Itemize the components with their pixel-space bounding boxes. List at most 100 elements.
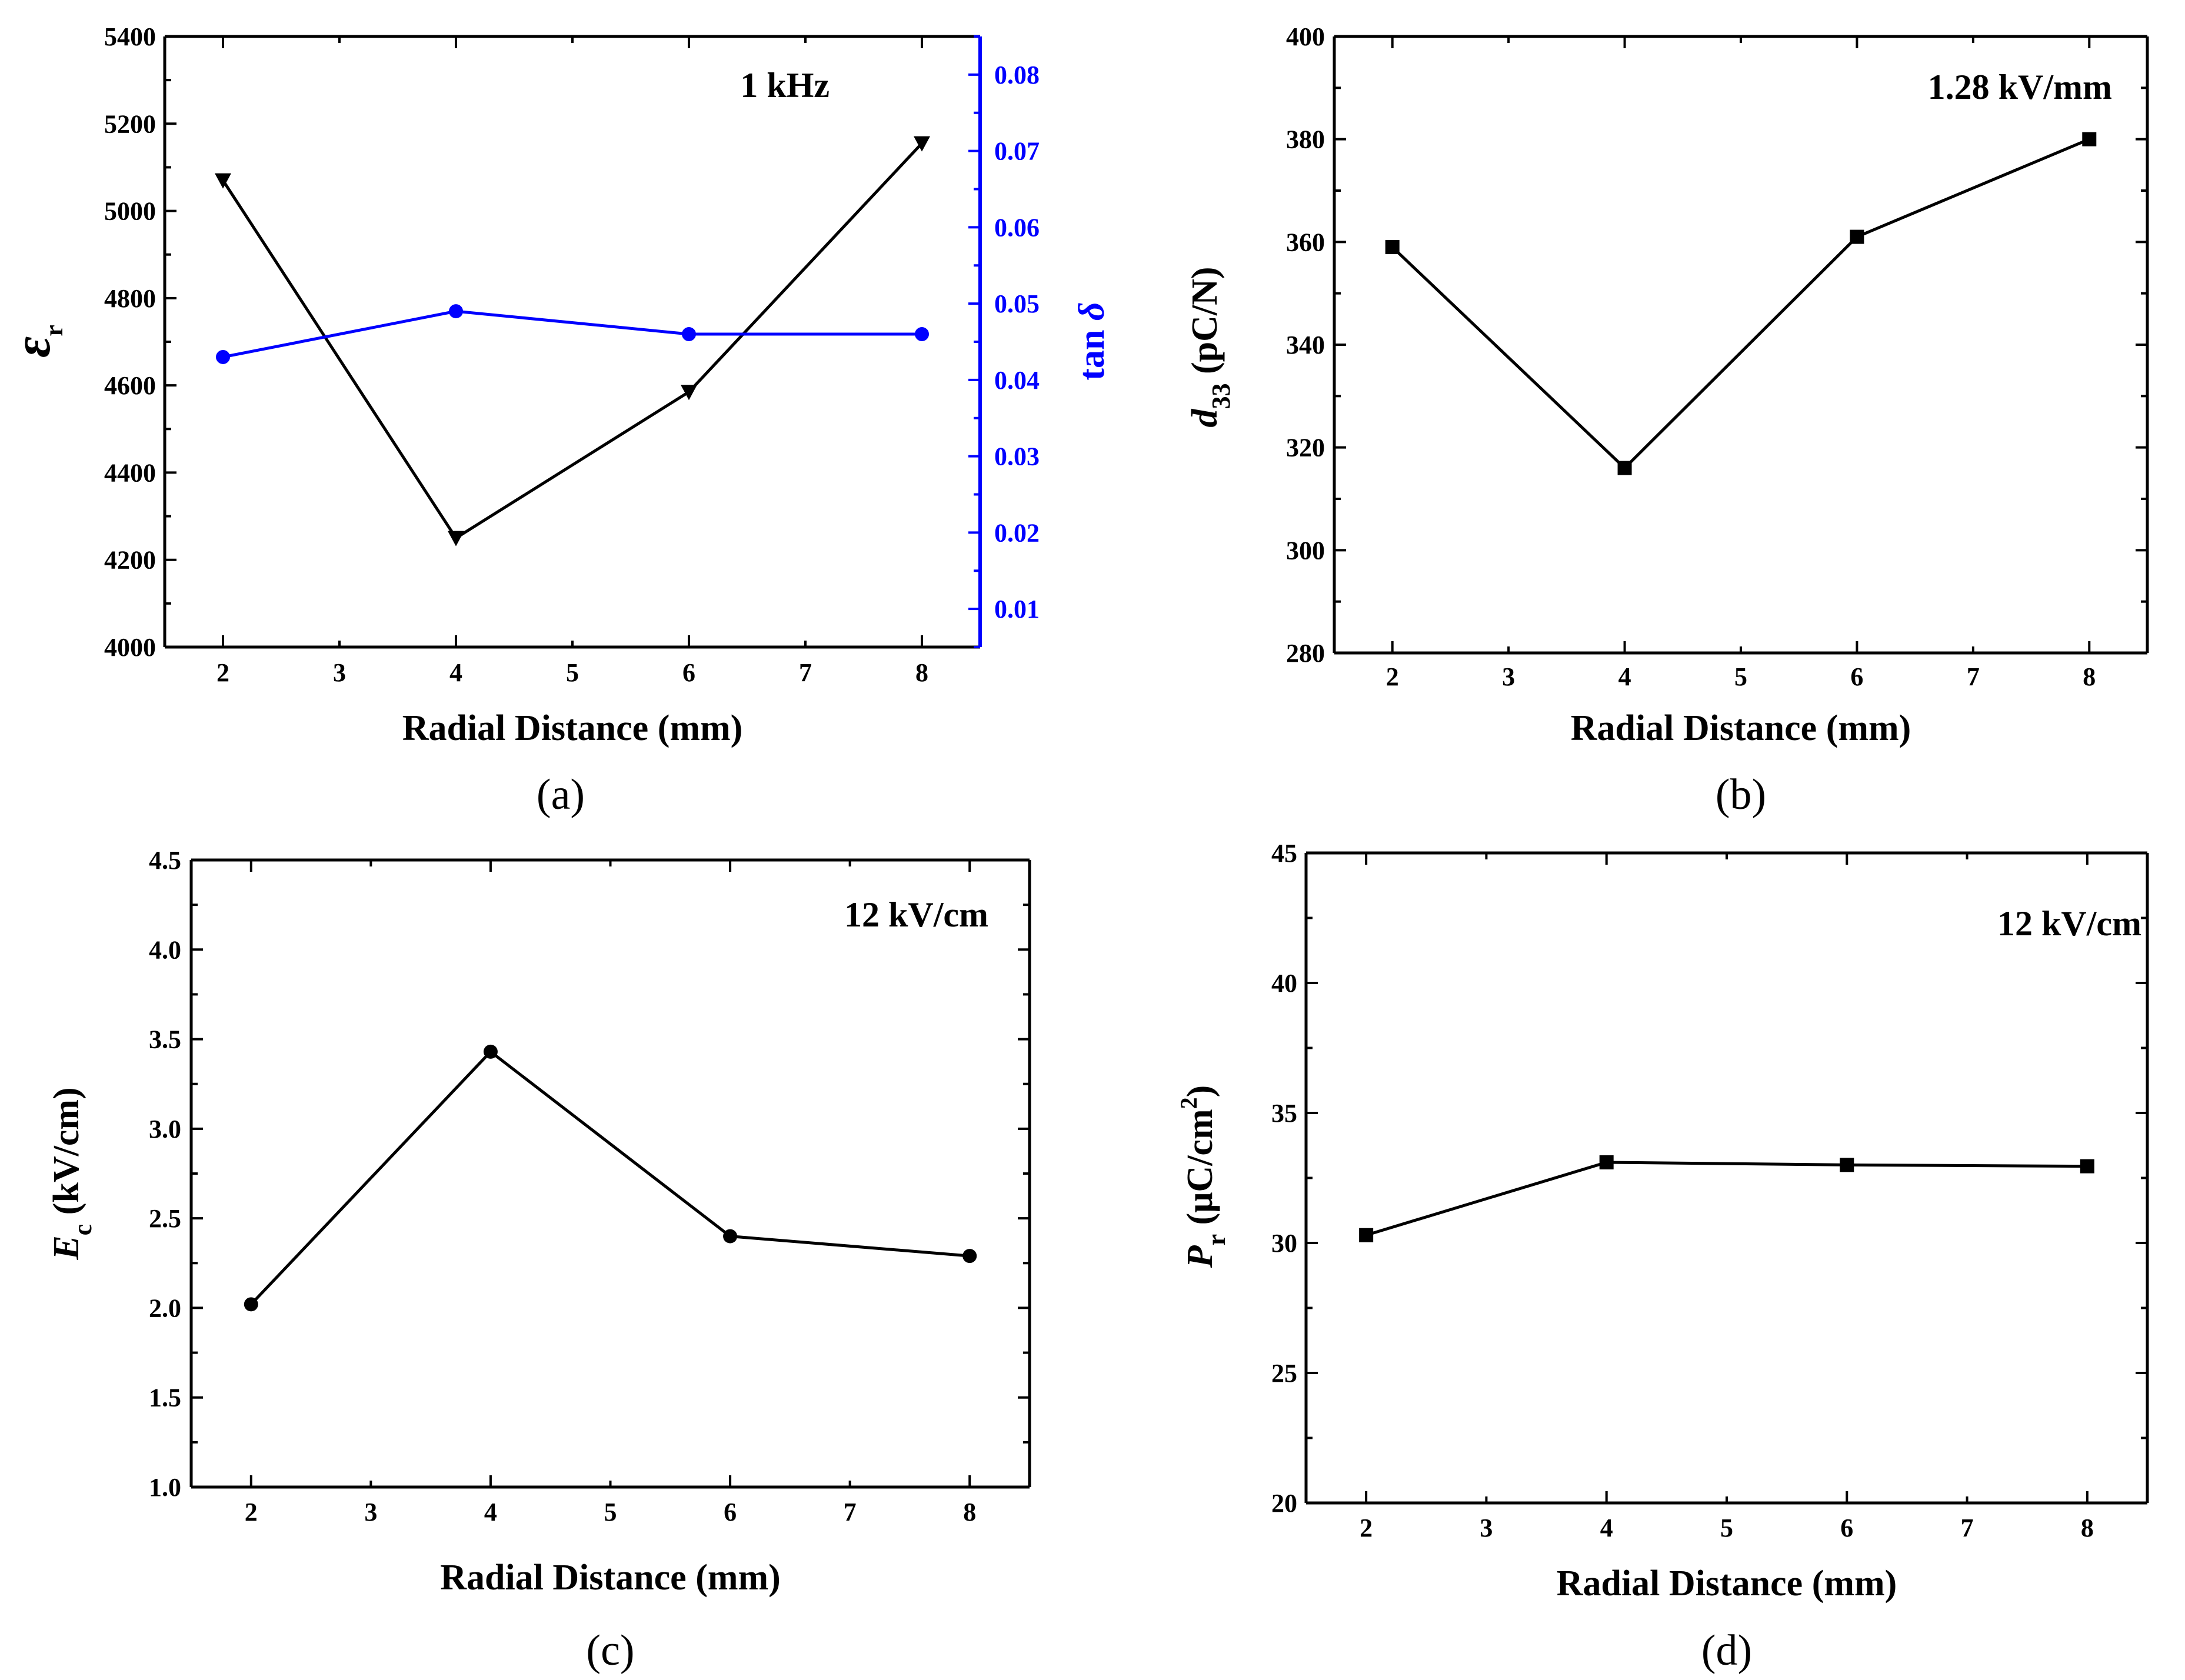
x-tick-label: 4 — [1600, 1514, 1613, 1542]
y-tick-label: 1.0 — [149, 1473, 181, 1502]
y-tick-label: 5000 — [104, 197, 156, 226]
x-tick-label: 5 — [1720, 1514, 1733, 1542]
y-tick-label: 4.0 — [149, 935, 181, 964]
y-tick-label: 30 — [1271, 1229, 1297, 1258]
y-tick-label: 4200 — [104, 546, 156, 575]
data-point-Ec-0 — [244, 1297, 258, 1312]
y-tick-label: 20 — [1271, 1489, 1297, 1518]
y-axis-unit: (kV/cm) — [46, 1087, 86, 1224]
chart-panel-a: 2 3 4 5 6 7 8 4000 4200 4400 4600 4800 5000 5200 5400 0… — [4, 22, 1112, 819]
data-point-εr-0 — [215, 173, 231, 189]
x-tick-label: 3 — [364, 1498, 377, 1526]
data-point-tan δ-3 — [915, 327, 929, 342]
x-axis-title: Radial Distance (mm) — [1571, 708, 1911, 748]
data-point-Pr-1 — [1599, 1155, 1614, 1169]
y-tick-label: 35 — [1271, 1099, 1297, 1128]
series-line-εr — [221, 142, 923, 541]
y2-tick-label: 0.05 — [994, 289, 1040, 318]
panel-label: (d) — [1701, 1626, 1752, 1675]
y-tick-label: 25 — [1271, 1359, 1297, 1388]
y-axis-symbol: d — [1185, 409, 1225, 428]
chart-panel-c: 2 3 4 5 6 7 8 1.0 1.5 2.0 2.5 3.0 3.5 4.0 4.5 Radial Di… — [46, 846, 1031, 1675]
y-tick-label: 380 — [1286, 125, 1325, 154]
x-tick-label: 6 — [682, 658, 695, 687]
y2-tick-label: 0.04 — [994, 366, 1040, 395]
x-tick-label: 2 — [1386, 662, 1399, 691]
data-point-d33-2 — [1850, 229, 1864, 244]
x-tick-label: 3 — [1480, 1514, 1493, 1542]
data-point-εr-1 — [448, 531, 464, 546]
x-tick-label: 5 — [566, 658, 579, 687]
y-tick-label: 4000 — [104, 633, 156, 662]
data-point-Ec-2 — [723, 1229, 738, 1244]
series-line-Pr — [1365, 1161, 2087, 1237]
x-tick-label: 6 — [1840, 1514, 1853, 1542]
x-tick-label: 2 — [245, 1498, 258, 1526]
y-axis-subscript: c — [68, 1224, 97, 1236]
chart-panel-b: 2 3 4 5 6 7 8 280 300 320 340 360 380 400 Radial Dista… — [1185, 22, 2149, 819]
y-tick-label: 5200 — [104, 109, 156, 138]
panel-label: (b) — [1716, 771, 1766, 819]
y-tick-label: 4800 — [104, 284, 156, 313]
y-tick-label: 340 — [1286, 331, 1325, 359]
y-tick-label: 320 — [1286, 434, 1325, 462]
y-tick-label: 400 — [1286, 22, 1325, 51]
y-axis-unit-close: ) — [1180, 1085, 1220, 1098]
data-point-Ec-1 — [483, 1044, 498, 1059]
y-axis-title: Pr (μC/cm2) — [1175, 1085, 1231, 1269]
x-tick-label: 3 — [333, 658, 346, 687]
y-tick-label: 45 — [1271, 839, 1297, 868]
x-tick-label: 7 — [844, 1498, 857, 1526]
y-tick-label: 1.5 — [149, 1384, 181, 1412]
y-tick-label: 280 — [1286, 639, 1325, 668]
condition-annotation: 1.28 kV/mm — [1928, 68, 2112, 106]
panel-label: (c) — [586, 1626, 634, 1675]
y-tick-label: 40 — [1271, 969, 1297, 998]
y2-tick-label: 0.03 — [994, 442, 1040, 471]
data-point-tan δ-1 — [449, 304, 463, 319]
y-axis-title: Ec (kV/cm) — [46, 1087, 97, 1260]
x-axis-title: Radial Distance (mm) — [440, 1558, 781, 1598]
y-axis-title: εr — [4, 325, 68, 358]
y2-tick-label: 0.08 — [994, 61, 1040, 89]
y-tick-label: 2.0 — [149, 1294, 181, 1322]
series-line-d33 — [1391, 138, 2090, 471]
data-point-Ec-3 — [962, 1249, 977, 1264]
y-axis-subscript: 33 — [1207, 384, 1235, 409]
data-point-εr-2 — [681, 385, 697, 401]
y-axis-superscript: 2 — [1175, 1097, 1202, 1109]
y-tick-label: 5400 — [104, 22, 156, 51]
x-tick-label: 8 — [915, 658, 928, 687]
x-tick-label: 4 — [1618, 662, 1631, 691]
y-axis-symbol: E — [46, 1235, 86, 1260]
y-tick-label: 2.5 — [149, 1204, 181, 1233]
y-tick-label: 3.0 — [149, 1115, 181, 1144]
y-tick-label: 4.5 — [149, 846, 181, 875]
y2-tick-label: 0.07 — [994, 137, 1040, 166]
panel-label: (a) — [537, 771, 585, 819]
data-point-tan δ-2 — [682, 327, 696, 342]
y-tick-label: 4400 — [104, 458, 156, 487]
x-axis-title: Radial Distance (mm) — [402, 708, 743, 748]
y2-tick-label: 0.01 — [994, 595, 1040, 624]
x-tick-label: 7 — [799, 658, 812, 687]
y2-tick-label: 0.02 — [994, 518, 1040, 547]
x-tick-label: 8 — [963, 1498, 976, 1526]
y-tick-label: 360 — [1286, 228, 1325, 256]
y2-axis-symbol: δ — [1072, 302, 1112, 321]
x-tick-label: 5 — [604, 1498, 617, 1526]
y-axis-title: d33 (pC/N) — [1185, 266, 1235, 427]
y-axis-unit: (pC/N) — [1185, 266, 1225, 383]
x-tick-label: 5 — [1734, 662, 1747, 691]
y2-axis-text: tan — [1072, 321, 1112, 381]
x-axis-title: Radial Distance (mm) — [1557, 1564, 1897, 1604]
x-tick-label: 2 — [216, 658, 229, 687]
x-tick-label: 8 — [2081, 1514, 2094, 1542]
data-point-tan δ-0 — [216, 349, 230, 364]
condition-annotation: 1 kHz — [740, 66, 830, 105]
x-tick-label: 4 — [484, 1498, 497, 1526]
data-point-d33-1 — [1617, 461, 1632, 475]
x-tick-label: 4 — [449, 658, 462, 687]
x-tick-label: 8 — [2083, 662, 2096, 691]
